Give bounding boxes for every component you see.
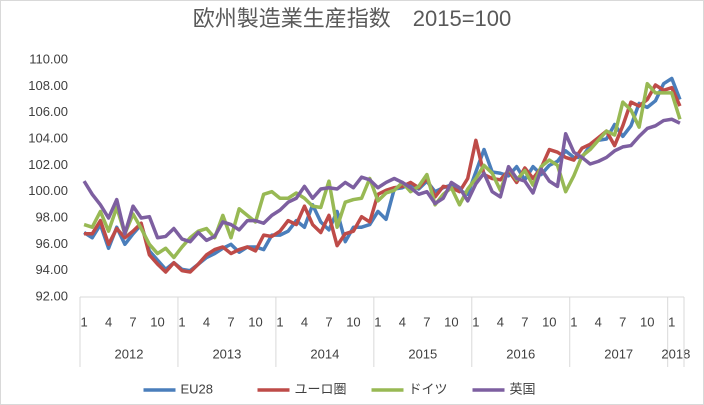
- x-tick-label: 10: [444, 314, 458, 329]
- x-tick-label: 7: [423, 314, 430, 329]
- y-tick-label: 110.00: [29, 51, 68, 66]
- series-line: [84, 83, 682, 274]
- x-group-label: 2015: [408, 346, 437, 361]
- y-tick-label: 104.00: [28, 130, 68, 145]
- y-tick-label: 106.00: [28, 104, 68, 119]
- x-tick-label: 7: [227, 314, 234, 329]
- y-tick-label: 96.00: [35, 236, 68, 251]
- x-tick-label: 10: [150, 314, 164, 329]
- y-tick-label: 108.00: [28, 78, 68, 93]
- x-tick-label: 4: [203, 314, 210, 329]
- x-tick-label: 7: [129, 314, 136, 329]
- legend-label: ドイツ: [409, 381, 448, 396]
- x-group-label: 2017: [604, 346, 633, 361]
- x-tick-label: 10: [248, 314, 262, 329]
- x-tick-label: 10: [542, 314, 556, 329]
- x-group-label: 2013: [212, 346, 241, 361]
- x-group-label: 2016: [506, 346, 535, 361]
- x-group-label: 2012: [115, 346, 144, 361]
- x-tick-label: 1: [80, 314, 87, 329]
- x-tick-label: 1: [276, 314, 283, 329]
- x-tick-label: 4: [399, 314, 406, 329]
- x-tick-label: 10: [346, 314, 360, 329]
- legend-label: ユーロ圏: [295, 381, 347, 396]
- x-tick-label: 1: [472, 314, 479, 329]
- x-tick-label: 4: [497, 314, 504, 329]
- x-group-label: 2014: [310, 346, 339, 361]
- x-tick-label: 4: [301, 314, 308, 329]
- y-tick-label: 92.00: [35, 288, 68, 303]
- x-tick-label: 7: [325, 314, 332, 329]
- x-group-label: 2018: [661, 346, 690, 361]
- chart-title: 欧州製造業生産指数 2015=100: [193, 6, 512, 31]
- series-line: [82, 117, 681, 244]
- y-tick-label: 100.00: [28, 183, 68, 198]
- legend-label: EU28: [181, 381, 214, 396]
- legend-label: 英国: [510, 381, 536, 396]
- y-tick-label: 94.00: [35, 262, 68, 277]
- y-tick-label: 102.00: [28, 157, 68, 172]
- x-tick-label: 1: [570, 314, 577, 329]
- x-tick-label: 4: [105, 314, 112, 329]
- y-tick-label: 98.00: [35, 209, 68, 224]
- x-tick-label: 7: [521, 314, 528, 329]
- series-line: [83, 81, 682, 260]
- x-tick-label: 1: [668, 314, 675, 329]
- x-tick-label: 1: [178, 314, 185, 329]
- x-tick-label: 1: [374, 314, 381, 329]
- x-tick-label: 4: [595, 314, 602, 329]
- x-tick-label: 10: [640, 314, 654, 329]
- x-tick-label: 7: [619, 314, 626, 329]
